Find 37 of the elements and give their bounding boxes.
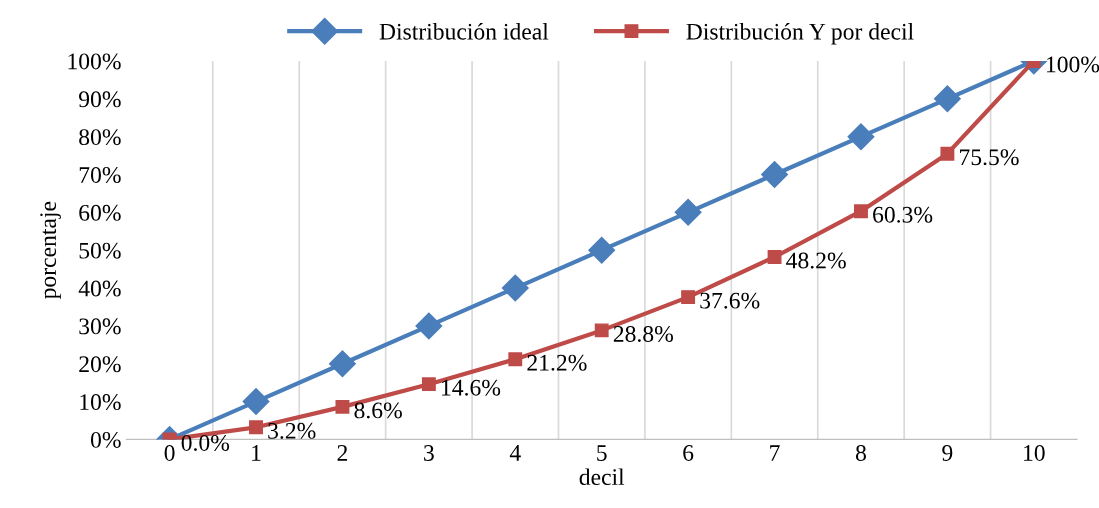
y-tick-label: 20% <box>79 356 121 373</box>
data-label: 21.2% <box>527 354 587 371</box>
y-tick-label: 60% <box>79 204 121 221</box>
data-label: 100% <box>1047 56 1099 73</box>
data-label: 3.2% <box>268 422 316 439</box>
x-tick-label: 2 <box>337 445 348 461</box>
x-tick-label: 7 <box>770 445 780 461</box>
y-tick-label: 10% <box>80 394 121 411</box>
x-tick-label: 9 <box>942 445 953 461</box>
x-tick-label: 4 <box>509 445 521 461</box>
y-tick-label: 90% <box>79 91 121 108</box>
x-tick-label: 5 <box>597 445 607 461</box>
x-tick-label: 3 <box>424 445 434 461</box>
data-label: 14.6% <box>442 379 501 396</box>
y-tick-label: 50% <box>79 242 121 259</box>
data-label: 0.0% <box>181 434 230 451</box>
y-tick-label: 0% <box>90 431 121 448</box>
data-label: 28.8% <box>613 325 673 342</box>
data-label: 37.6% <box>700 292 760 309</box>
data-label: 60.3% <box>873 206 933 223</box>
legend-label: Distribución ideal <box>379 22 549 40</box>
y-tick-label: 30% <box>79 318 121 335</box>
x-tick-label: 8 <box>855 444 866 461</box>
data-label: 8.6% <box>354 402 402 419</box>
data-label: 75.5% <box>960 149 1019 166</box>
x-tick-label: 1 <box>252 445 261 461</box>
y-tick-label: 80% <box>79 129 121 146</box>
y-tick-label: 100% <box>68 53 121 70</box>
y-axis-title: porcentaje <box>40 201 61 299</box>
x-tick-label: 0 <box>164 444 175 461</box>
x-axis-title: decil <box>579 468 625 486</box>
data-label: 48.2% <box>786 252 846 269</box>
y-tick-label: 70% <box>79 166 121 183</box>
legend-label: Distribución Y por decil <box>686 22 914 45</box>
x-tick-label: 6 <box>683 445 694 461</box>
x-tick-label: 10 <box>1024 444 1045 461</box>
y-tick-label: 40% <box>78 280 121 297</box>
